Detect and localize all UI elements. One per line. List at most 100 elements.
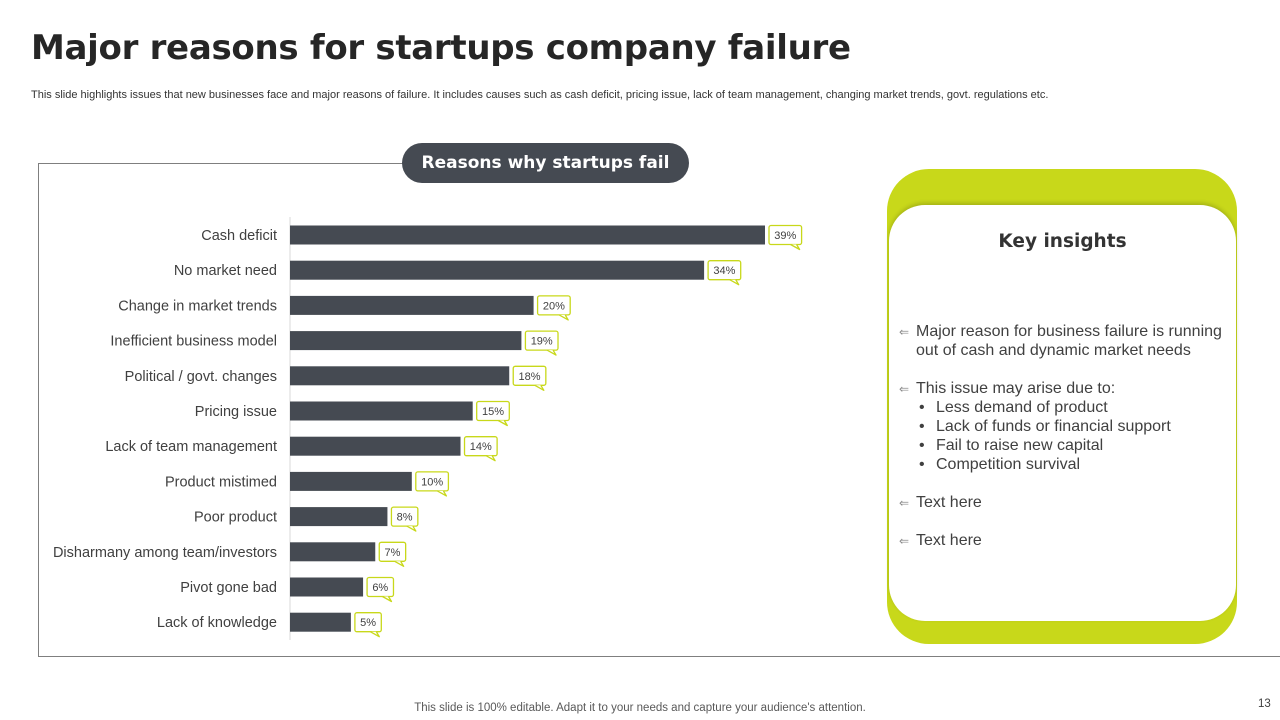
- bar: [290, 577, 364, 597]
- insight-item: ⇐ Text here: [899, 493, 1229, 512]
- value-label-box: [366, 576, 395, 598]
- bar: [290, 295, 534, 315]
- value-label-callout: 34%: [707, 260, 742, 286]
- insight-sub-text: Less demand of product: [936, 399, 1108, 416]
- bar: [290, 542, 376, 562]
- value-label-tail: [394, 560, 405, 567]
- value-label-callout: 7%: [378, 541, 407, 567]
- insight-text: Text here: [916, 494, 982, 511]
- value-label-callout: 39%: [768, 224, 803, 251]
- value-label: 5%: [360, 617, 376, 629]
- category-label: Poor product: [194, 510, 277, 526]
- value-label-callout: 5%: [354, 612, 382, 638]
- value-label-box: [463, 436, 498, 457]
- insight-sub-list: • Less demand of product • Lack of funds or…: [916, 398, 1229, 474]
- insight-text: Major reason for business failure is run…: [916, 323, 1222, 359]
- insight-sub-text: Lack of funds or financial support: [936, 418, 1171, 435]
- bar: [290, 612, 351, 632]
- category-label: No market need: [174, 263, 277, 279]
- value-label-callout: 15%: [476, 400, 510, 427]
- left-arrow-icon: ⇐: [899, 325, 910, 339]
- value-label-tail: [534, 384, 545, 391]
- value-label: 39%: [774, 230, 796, 242]
- value-label-tail: [437, 490, 448, 497]
- category-label: Inefficient business model: [110, 334, 277, 350]
- value-label-tail: [382, 595, 393, 603]
- value-label-tail: [729, 279, 740, 286]
- category-label: Pricing issue: [195, 404, 277, 420]
- value-label-tail: [369, 631, 380, 638]
- page-number: 13: [1258, 698, 1271, 710]
- value-label-tail: [406, 525, 417, 532]
- value-label-callout: 18%: [512, 365, 547, 391]
- value-label-box: [354, 612, 382, 633]
- value-label: 14%: [470, 441, 492, 453]
- value-label-box: [707, 260, 742, 281]
- value-label: 10%: [421, 476, 443, 488]
- insights-card: Key insights ⇐ Major reason for business …: [889, 205, 1236, 621]
- value-label: 6%: [372, 582, 388, 594]
- category-label: Political / govt. changes: [125, 369, 277, 385]
- bar: [290, 225, 765, 245]
- insight-text: This issue may arise due to:: [916, 380, 1116, 397]
- page-title: Major reasons for startups company failu…: [31, 28, 851, 68]
- chart-heading-pill: Reasons why startups fail: [402, 143, 689, 183]
- category-label: Lack of knowledge: [157, 615, 277, 631]
- insights-title: Key insights: [998, 231, 1127, 252]
- bar: [290, 507, 388, 527]
- value-label-box: [524, 330, 559, 351]
- value-label-box: [768, 224, 803, 246]
- value-label-box: [378, 541, 407, 562]
- chart-frame-left-border: [38, 163, 39, 657]
- left-arrow-icon: ⇐: [899, 496, 910, 510]
- value-label-box: [390, 506, 419, 527]
- bullet-dot-icon: •: [919, 456, 925, 473]
- category-label: Disharmany among team/investors: [53, 545, 277, 561]
- insight-sub-text: Fail to raise new capital: [936, 437, 1104, 454]
- value-label-callout: 14%: [463, 436, 498, 462]
- value-label-tail: [790, 243, 801, 251]
- insight-sub-item: • Lack of funds or financial support: [916, 417, 1229, 436]
- insight-text: Text here: [916, 532, 982, 549]
- value-label: 19%: [531, 336, 553, 348]
- chart-frame-top-border: [38, 163, 404, 164]
- insight-item: ⇐ This issue may arise due to: • Less deman…: [899, 379, 1229, 474]
- category-label: Lack of team management: [105, 439, 277, 455]
- insights-list: ⇐ Major reason for business failure is ru…: [899, 322, 1229, 569]
- value-label-box: [476, 400, 510, 422]
- value-label-tail: [485, 455, 496, 462]
- value-label-callout: 19%: [524, 330, 559, 356]
- bar: [290, 331, 522, 351]
- value-label: 20%: [543, 300, 565, 312]
- bar: [290, 260, 705, 280]
- insight-sub-text: Competition survival: [936, 456, 1081, 473]
- value-label-tail: [546, 349, 557, 356]
- value-label-callout: 20%: [536, 295, 571, 321]
- page-subtitle: This slide highlights issues that new bu…: [31, 89, 1049, 101]
- value-label: 15%: [482, 406, 504, 418]
- insight-item: ⇐ Major reason for business failure is ru…: [899, 322, 1229, 360]
- value-label-callout: 6%: [366, 576, 395, 603]
- bar: [290, 401, 473, 421]
- chart-frame-bottom-border: [38, 656, 1280, 657]
- bullet-dot-icon: •: [919, 399, 925, 416]
- left-arrow-icon: ⇐: [899, 382, 910, 396]
- value-label-callout: 8%: [390, 506, 419, 532]
- value-label: 18%: [519, 371, 541, 383]
- value-label-callout: 10%: [415, 471, 450, 497]
- category-label: Cash deficit: [201, 228, 277, 244]
- insight-sub-item: • Fail to raise new capital: [916, 436, 1229, 455]
- value-label-box: [415, 471, 450, 492]
- footer-note: This slide is 100% editable. Adapt it to…: [414, 702, 866, 714]
- bar: [290, 436, 461, 456]
- bar: [290, 366, 510, 386]
- value-label: 34%: [713, 265, 735, 277]
- bullet-dot-icon: •: [919, 418, 925, 435]
- value-label-box: [536, 295, 571, 316]
- category-label: Product mistimed: [165, 474, 277, 490]
- value-label-tail: [558, 314, 569, 321]
- value-label: 8%: [397, 512, 413, 524]
- category-label: Change in market trends: [118, 298, 277, 314]
- insight-sub-item: • Less demand of product: [916, 398, 1229, 417]
- value-label-box: [512, 365, 547, 386]
